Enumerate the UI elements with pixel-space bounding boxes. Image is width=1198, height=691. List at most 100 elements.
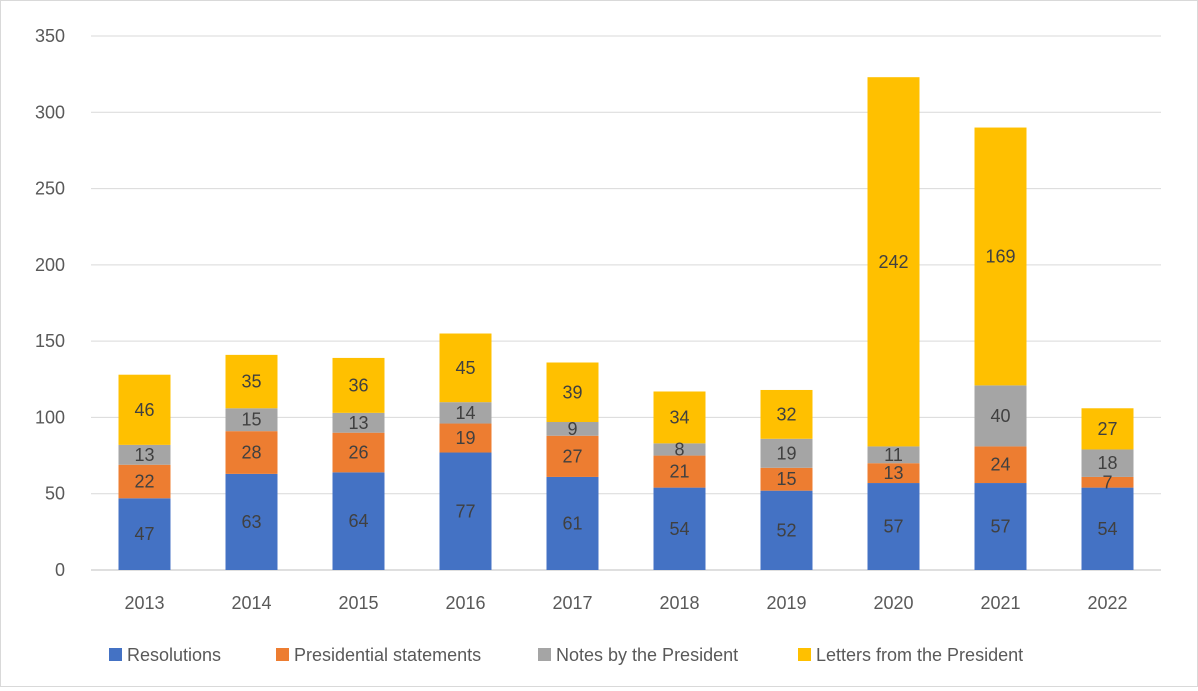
data-label: 14 xyxy=(455,403,475,423)
data-label: 61 xyxy=(562,513,582,533)
bar-segment xyxy=(439,452,492,570)
data-label: 46 xyxy=(134,400,154,420)
y-tick-label: 150 xyxy=(35,331,65,351)
legend-item: Resolutions xyxy=(109,645,221,665)
bar-segment xyxy=(653,391,706,444)
data-label: 9 xyxy=(567,419,577,439)
legend-swatch xyxy=(109,648,122,661)
legend-label: Resolutions xyxy=(127,645,221,665)
data-label: 8 xyxy=(674,439,684,459)
bar-segment xyxy=(332,357,385,413)
data-label: 13 xyxy=(134,445,154,465)
bar-segment xyxy=(867,483,920,570)
bar-segment xyxy=(974,483,1027,570)
y-axis-ticks: 0 50 100 150 200 250 300 350 xyxy=(35,26,65,580)
data-label: 39 xyxy=(562,382,582,402)
bar-segment xyxy=(760,467,813,491)
y-tick-label: 250 xyxy=(35,179,65,199)
data-label: 19 xyxy=(455,428,475,448)
bar-segment xyxy=(225,408,278,432)
x-tick-label: 2019 xyxy=(766,593,806,613)
bar-segment xyxy=(118,444,171,465)
data-label: 21 xyxy=(669,462,689,482)
x-tick-label: 2021 xyxy=(980,593,1020,613)
data-labels: 47 22 13 46 63 28 15 35 64 26 13 36 77 19 14 45 61 27 9 39 5… xyxy=(134,246,1117,544)
bar-segment xyxy=(653,455,706,488)
data-label: 15 xyxy=(241,410,261,430)
data-label: 26 xyxy=(348,443,368,463)
bar-segment xyxy=(867,446,920,464)
x-tick-label: 2020 xyxy=(873,593,913,613)
x-axis-ticks: 2013 2014 2015 2016 2017 2018 2019 2020 2021 2022 xyxy=(124,593,1127,613)
data-label: 22 xyxy=(134,472,154,492)
bar-segment xyxy=(974,385,1027,447)
data-label: 27 xyxy=(1097,419,1117,439)
data-label: 15 xyxy=(776,469,796,489)
data-label: 13 xyxy=(348,413,368,433)
bar-segment xyxy=(546,476,599,570)
x-tick-label: 2016 xyxy=(445,593,485,613)
bar-segment xyxy=(332,432,385,473)
legend-label: Presidential statements xyxy=(294,645,481,665)
data-label: 18 xyxy=(1097,453,1117,473)
bar-segment xyxy=(546,362,599,423)
legend-item: Letters from the President xyxy=(798,645,1023,665)
legend-item: Notes by the President xyxy=(538,645,738,665)
data-label: 32 xyxy=(776,404,796,424)
data-label: 19 xyxy=(776,443,796,463)
data-label: 40 xyxy=(990,406,1010,426)
data-label: 28 xyxy=(241,443,261,463)
data-label: 7 xyxy=(1102,472,1112,492)
bar-segment xyxy=(332,412,385,433)
y-tick-label: 200 xyxy=(35,255,65,275)
bar-segment xyxy=(1081,449,1134,477)
data-label: 169 xyxy=(985,246,1015,266)
bar-segment xyxy=(867,463,920,484)
x-tick-label: 2017 xyxy=(552,593,592,613)
data-label: 27 xyxy=(562,446,582,466)
legend: Resolutions Presidential statements Notes … xyxy=(109,645,1023,665)
bar-segment xyxy=(1081,476,1134,488)
legend-item: Presidential statements xyxy=(276,645,481,665)
data-label: 45 xyxy=(455,358,475,378)
bar-segment xyxy=(867,77,920,447)
bar-segment xyxy=(760,490,813,570)
x-tick-label: 2014 xyxy=(231,593,271,613)
data-label: 34 xyxy=(669,407,689,427)
data-label: 54 xyxy=(669,519,689,539)
y-tick-label: 0 xyxy=(55,560,65,580)
data-label: 24 xyxy=(990,455,1010,475)
bar-segment xyxy=(1081,408,1134,450)
data-label: 57 xyxy=(990,517,1010,537)
data-label: 11 xyxy=(884,445,903,465)
bar-segment xyxy=(118,374,171,445)
data-label: 35 xyxy=(241,372,261,392)
x-tick-label: 2018 xyxy=(659,593,699,613)
y-tick-label: 100 xyxy=(35,407,65,427)
y-tick-label: 50 xyxy=(45,484,65,504)
data-label: 64 xyxy=(348,511,368,531)
bar-segment xyxy=(653,443,706,456)
data-label: 63 xyxy=(241,512,261,532)
bar-segment xyxy=(760,438,813,468)
bar-segment xyxy=(225,354,278,409)
bar-segment xyxy=(546,422,599,436)
data-label: 54 xyxy=(1097,519,1117,539)
bar-segment xyxy=(653,487,706,570)
bar-segment xyxy=(118,498,171,570)
data-label: 242 xyxy=(878,252,908,272)
legend-swatch xyxy=(276,648,289,661)
bar-segment xyxy=(225,431,278,474)
bar-segment xyxy=(546,435,599,477)
bar-segment xyxy=(225,473,278,570)
data-label: 57 xyxy=(883,517,903,537)
y-tick-label: 350 xyxy=(35,26,65,46)
legend-label: Letters from the President xyxy=(816,645,1023,665)
data-label: 13 xyxy=(883,463,903,483)
bar-segment xyxy=(332,472,385,570)
bar-segment xyxy=(760,389,813,439)
data-label: 52 xyxy=(776,520,796,540)
x-tick-label: 2015 xyxy=(338,593,378,613)
